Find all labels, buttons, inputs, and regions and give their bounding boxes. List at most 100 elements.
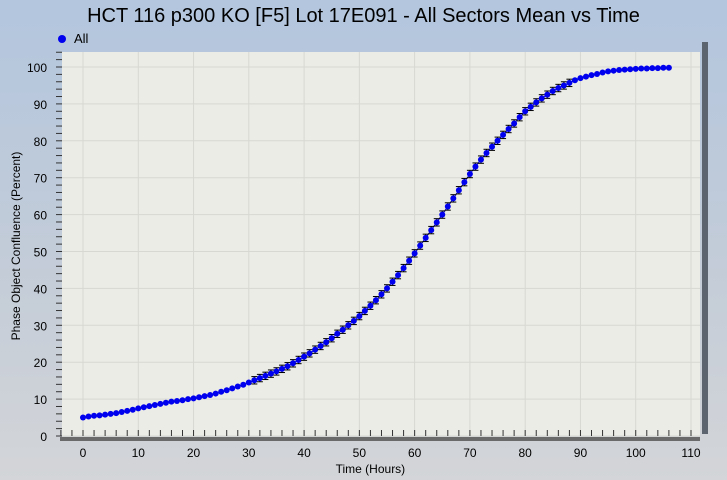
data-point — [361, 307, 368, 314]
y-tick-label: 0 — [40, 430, 47, 444]
plot-right-edge — [702, 42, 708, 434]
data-point — [406, 257, 413, 264]
data-point — [301, 353, 308, 360]
y-tick-label: 10 — [34, 393, 48, 407]
data-point — [328, 335, 335, 342]
chart-title: HCT 116 p300 KO [F5] Lot 17E091 - All Se… — [87, 5, 640, 27]
data-point — [544, 91, 551, 98]
data-point — [660, 64, 667, 71]
data-point — [428, 227, 435, 234]
plot-area — [62, 52, 700, 436]
data-point — [339, 326, 346, 333]
data-point — [461, 179, 468, 186]
data-point — [124, 407, 131, 414]
data-point — [80, 414, 86, 421]
data-point — [527, 103, 534, 110]
data-point — [240, 381, 247, 388]
data-point — [140, 404, 147, 411]
x-tick-label: 70 — [463, 446, 477, 460]
x-tick-label: 90 — [574, 446, 588, 460]
y-tick-label: 50 — [34, 246, 48, 260]
data-point — [538, 95, 545, 102]
x-tick-label: 60 — [408, 446, 422, 460]
data-point — [494, 137, 501, 144]
data-point — [594, 71, 601, 78]
data-point — [665, 64, 672, 71]
data-point — [162, 399, 169, 406]
data-point — [146, 403, 153, 410]
data-point — [196, 394, 203, 401]
data-point — [334, 330, 341, 337]
x-tick-label: 0 — [80, 446, 87, 460]
data-point — [555, 85, 562, 92]
y-tick-label: 80 — [34, 135, 48, 149]
data-point — [384, 285, 390, 292]
data-point — [168, 398, 175, 405]
series-all — [80, 64, 672, 421]
data-point — [654, 65, 661, 72]
data-point — [262, 372, 269, 379]
data-point — [207, 392, 214, 399]
data-point — [284, 363, 291, 370]
data-point — [223, 387, 230, 394]
data-point — [417, 242, 424, 249]
data-point — [312, 346, 319, 353]
data-point — [135, 405, 142, 412]
data-point — [151, 402, 158, 409]
y-tick-label: 100 — [27, 61, 47, 75]
data-point — [605, 68, 612, 75]
data-point — [433, 219, 440, 226]
data-point — [533, 99, 540, 106]
data-point — [129, 406, 136, 413]
data-point — [234, 383, 241, 390]
data-point — [201, 393, 208, 400]
data-point — [185, 396, 192, 403]
data-point — [489, 143, 496, 150]
data-point — [511, 120, 518, 127]
data-point — [256, 375, 263, 382]
data-point — [522, 108, 529, 115]
data-point — [306, 350, 313, 357]
data-point — [400, 265, 407, 272]
x-tick-label: 80 — [519, 446, 533, 460]
data-point — [157, 400, 164, 407]
x-tick-label: 100 — [626, 446, 646, 460]
data-point — [444, 203, 451, 210]
data-point — [317, 342, 324, 349]
data-point — [466, 171, 473, 178]
data-point — [621, 66, 628, 73]
data-point — [632, 65, 639, 72]
legend-label: All — [74, 31, 89, 46]
data-point — [616, 66, 623, 73]
data-point — [450, 195, 457, 202]
data-point — [549, 87, 556, 94]
y-tick-label: 20 — [34, 356, 48, 370]
x-tick-label: 110 — [681, 446, 700, 460]
data-point — [378, 291, 385, 298]
data-point — [290, 360, 297, 367]
data-point — [472, 163, 479, 170]
data-point — [505, 125, 512, 132]
data-point — [571, 77, 578, 84]
data-point — [500, 131, 507, 138]
data-point — [560, 82, 567, 89]
data-point — [350, 317, 357, 324]
data-point — [229, 385, 236, 392]
data-point — [395, 272, 402, 279]
y-tick-label: 60 — [34, 209, 48, 223]
data-point — [627, 66, 634, 73]
data-point — [245, 379, 252, 386]
data-point — [179, 397, 186, 404]
data-point — [649, 65, 656, 72]
data-point — [251, 377, 258, 384]
data-point — [389, 278, 396, 285]
x-axis-label: Time (Hours) — [336, 462, 406, 476]
data-point — [516, 114, 523, 121]
data-point — [483, 149, 490, 156]
data-point — [323, 339, 330, 346]
data-point — [439, 211, 446, 218]
data-point — [218, 388, 225, 395]
data-point — [91, 412, 98, 419]
data-point — [582, 73, 589, 80]
data-point — [566, 79, 573, 86]
